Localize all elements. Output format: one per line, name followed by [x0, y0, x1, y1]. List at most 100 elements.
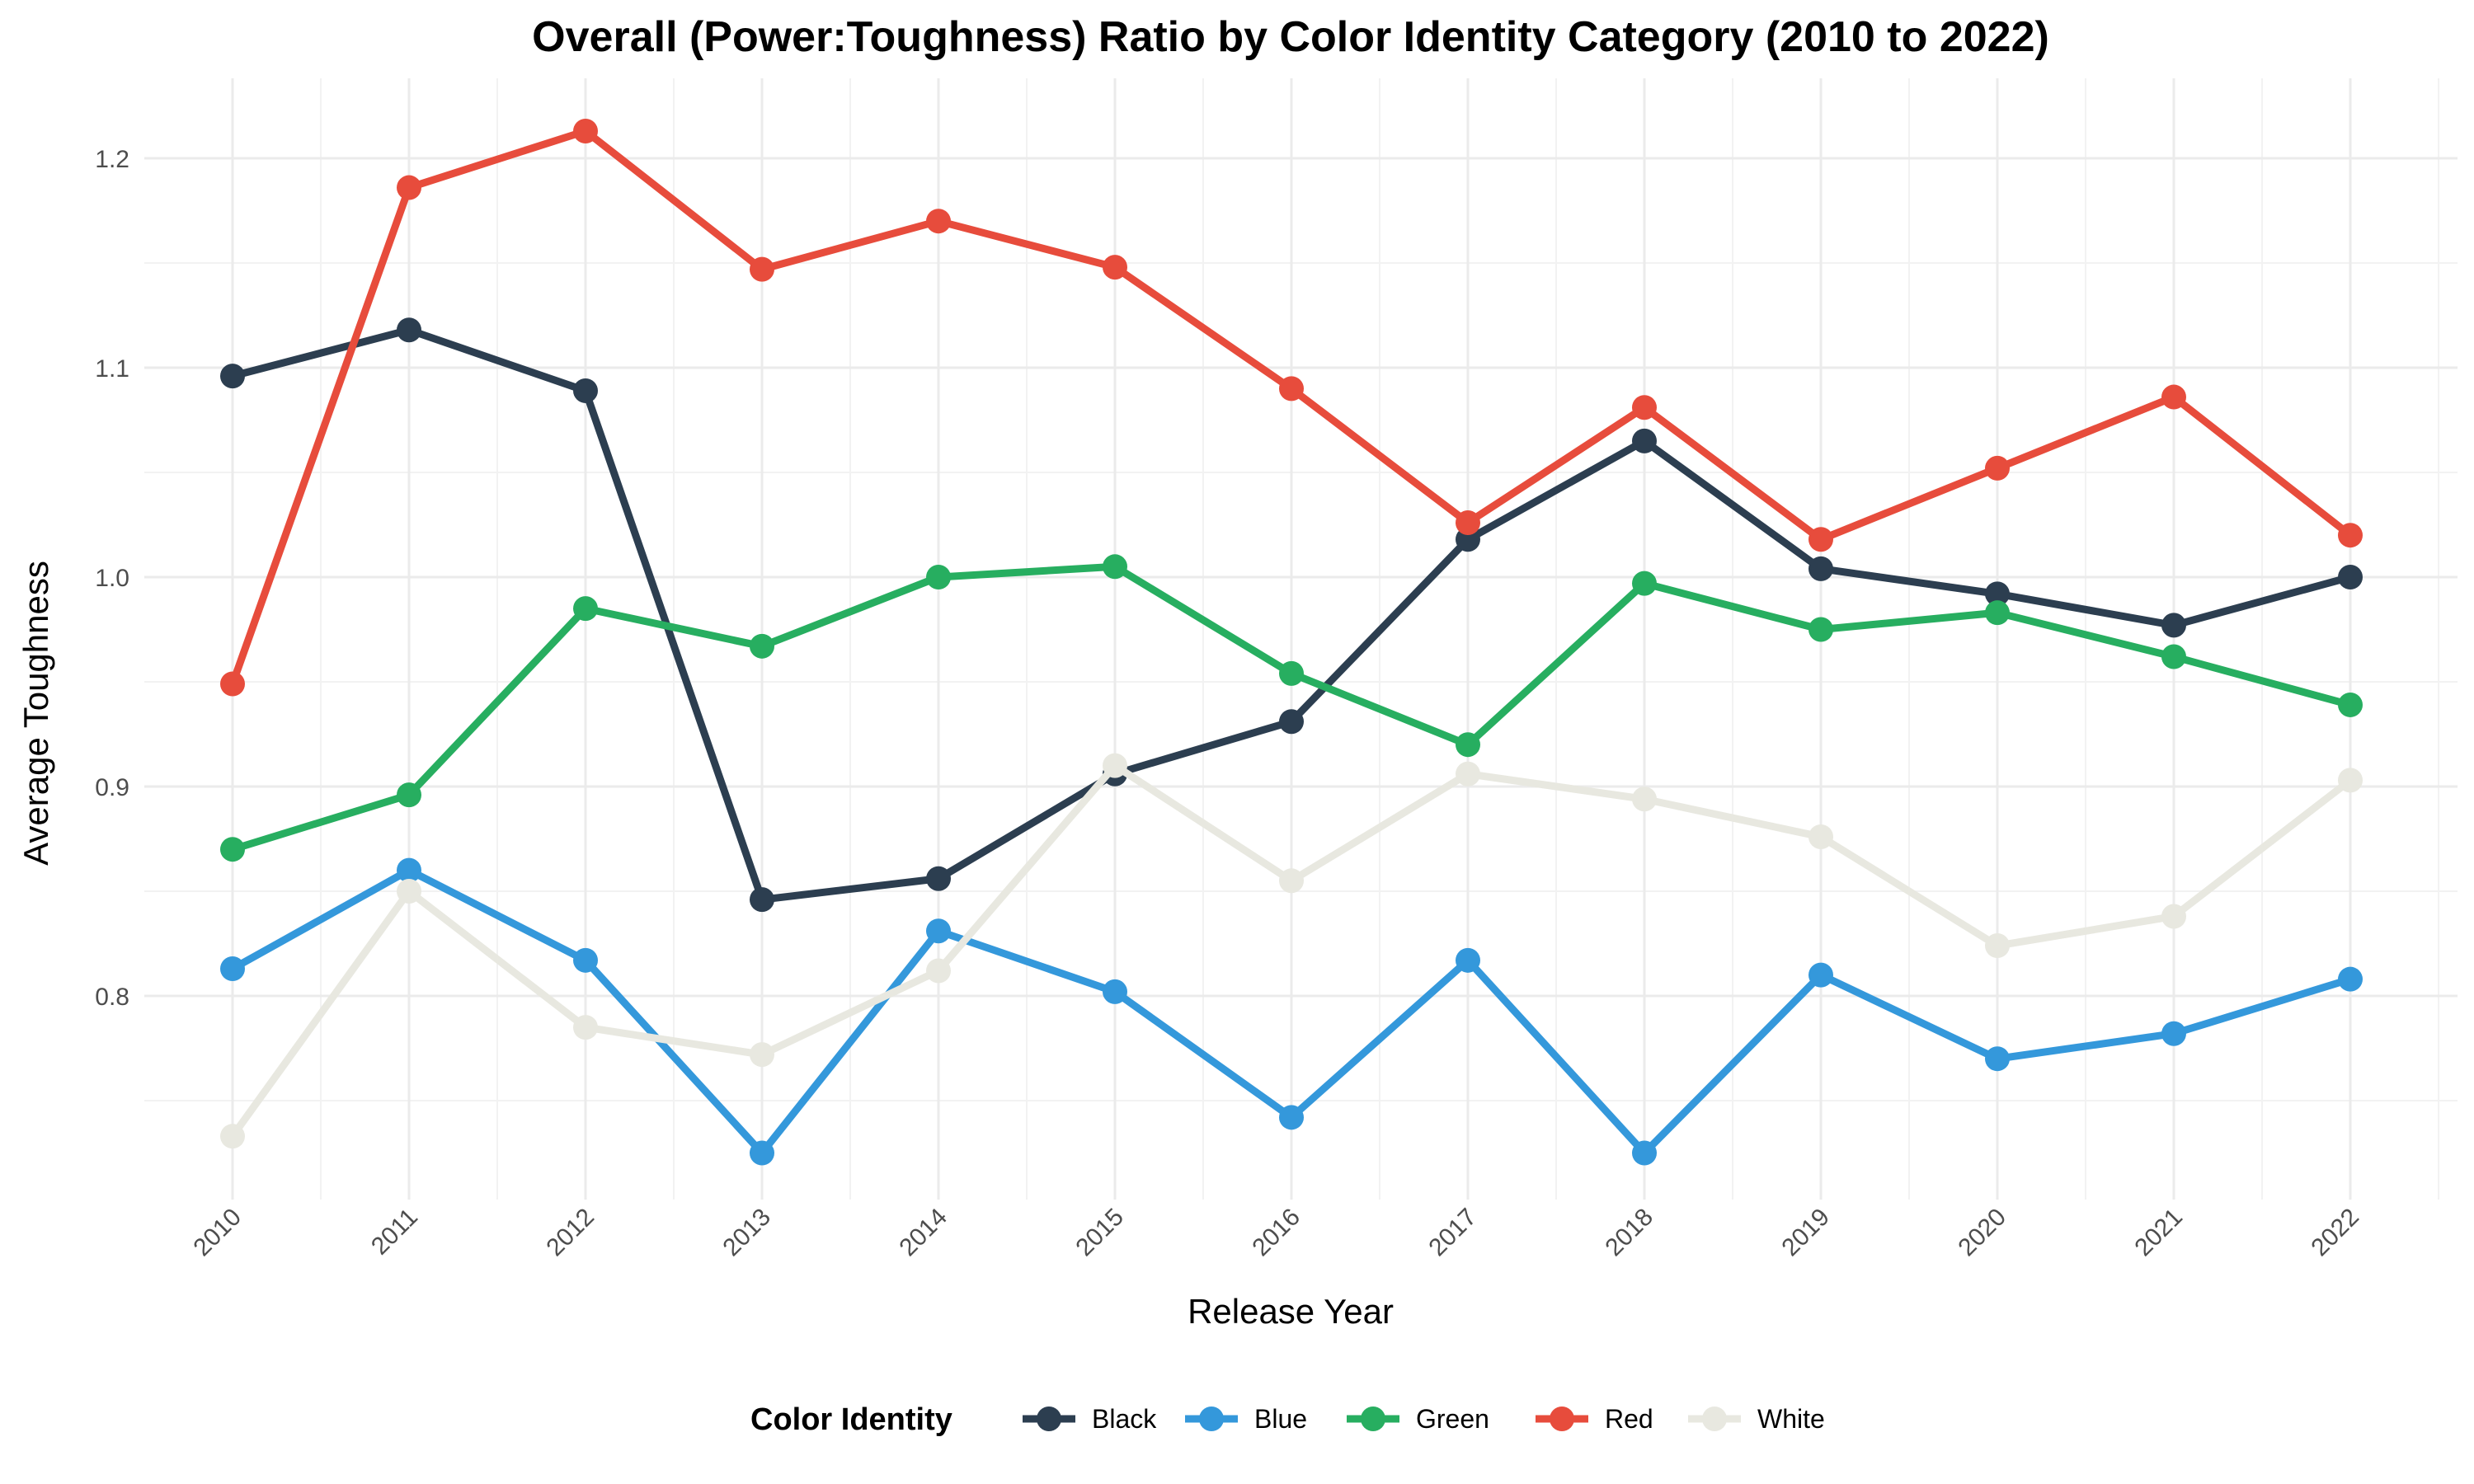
data-point-blue [2338, 966, 2363, 992]
data-point-white [750, 1042, 774, 1068]
legend-item-blue: Blue [1185, 1404, 1307, 1434]
data-point-black [573, 378, 598, 403]
series-white [220, 753, 2363, 1149]
data-point-white [1985, 933, 2010, 959]
data-point-green [1456, 732, 1480, 758]
data-point-blue [1808, 962, 1833, 988]
y-tick-label: 0.9 [95, 774, 129, 801]
data-point-white [2338, 768, 2363, 793]
legend-key-point [1550, 1407, 1574, 1431]
data-point-blue [1632, 1140, 1657, 1166]
legend-item-black: Black [1023, 1404, 1157, 1434]
series-red [220, 118, 2363, 697]
data-point-red [2338, 523, 2363, 548]
data-point-white [1808, 824, 1833, 849]
data-point-red [397, 175, 421, 200]
series-green [220, 554, 2363, 862]
data-point-black [220, 364, 245, 389]
y-axis-ticks: 0.8 0.9 1.0 1.1 1.2 [95, 146, 129, 1011]
data-point-green [1985, 600, 2010, 626]
legend-items: Black Blue Green Red White [1023, 1404, 1825, 1434]
legend-label: Black [1092, 1404, 1157, 1434]
data-point-blue [1103, 979, 1127, 1004]
data-point-green [926, 565, 951, 589]
data-point-green [2338, 692, 2363, 717]
y-tick-label: 1.2 [95, 146, 129, 173]
data-point-green [1279, 660, 1304, 686]
data-point-black [397, 317, 421, 343]
data-point-red [1985, 455, 2010, 481]
data-point-red [220, 671, 245, 697]
data-point-blue [1456, 947, 1480, 973]
data-point-black [1632, 428, 1657, 453]
data-point-blue [1985, 1046, 2010, 1072]
data-point-white [926, 958, 951, 984]
data-point-green [1103, 554, 1127, 580]
y-axis-title: Average Toughness [16, 561, 55, 866]
legend-label: Blue [1254, 1404, 1307, 1434]
legend-key-point [1037, 1407, 1061, 1431]
series-points-blue [220, 857, 2363, 1166]
y-tick-label: 1.1 [95, 355, 129, 383]
data-point-red [573, 118, 598, 143]
y-tick-label: 1.0 [95, 565, 129, 592]
data-point-white [2161, 904, 2186, 929]
data-point-blue [750, 1140, 774, 1166]
data-point-red [1632, 395, 1657, 420]
series-blue [220, 857, 2363, 1166]
data-point-green [220, 837, 245, 862]
data-point-white [1632, 787, 1657, 812]
data-point-red [750, 256, 774, 282]
data-point-black [2338, 565, 2363, 589]
data-point-green [2161, 644, 2186, 669]
data-point-green [750, 633, 774, 659]
x-axis-title: Release Year [1188, 1292, 1394, 1331]
data-point-green [1632, 571, 1657, 596]
legend-key-point [1361, 1407, 1385, 1431]
data-point-white [220, 1124, 245, 1149]
data-point-blue [926, 918, 951, 944]
series-points-green [220, 554, 2363, 862]
data-point-white [397, 879, 421, 904]
data-point-green [1808, 617, 1833, 642]
data-point-red [926, 209, 951, 234]
data-point-white [1103, 753, 1127, 778]
data-point-green [397, 782, 421, 808]
series-points-white [220, 753, 2363, 1149]
legend: Color Identity Black Blue Green Red White [750, 1402, 1825, 1437]
data-point-red [2161, 384, 2186, 410]
series-points-red [220, 118, 2363, 697]
legend-key-point [1702, 1407, 1727, 1431]
data-point-blue [397, 857, 421, 883]
data-point-red [1808, 527, 1833, 552]
legend-item-red: Red [1536, 1404, 1653, 1434]
series-lines [220, 118, 2363, 1166]
data-point-red [1279, 376, 1304, 402]
data-point-black [2161, 613, 2186, 638]
legend-item-green: Green [1347, 1404, 1489, 1434]
data-point-black [1985, 581, 2010, 607]
data-point-blue [220, 956, 245, 981]
legend-label: White [1757, 1404, 1825, 1434]
legend-label: Red [1605, 1404, 1653, 1434]
legend-key-point [1199, 1407, 1224, 1431]
data-point-black [1808, 556, 1833, 581]
data-point-black [750, 887, 774, 913]
legend-title: Color Identity [750, 1402, 952, 1437]
gridlines [144, 78, 2458, 1200]
data-point-white [1279, 868, 1304, 894]
legend-item-white: White [1688, 1404, 1825, 1434]
y-tick-label: 0.8 [95, 984, 129, 1011]
data-point-black [926, 866, 951, 891]
data-point-green [573, 596, 598, 622]
chart-title: Overall (Power:Toughness) Ratio by Color… [532, 13, 2049, 61]
data-point-white [573, 1015, 598, 1040]
data-point-red [1103, 255, 1127, 280]
legend-label: Green [1416, 1404, 1489, 1434]
data-point-blue [1279, 1105, 1304, 1130]
data-point-white [1456, 761, 1480, 787]
data-point-red [1456, 510, 1480, 535]
data-point-blue [2161, 1021, 2186, 1046]
